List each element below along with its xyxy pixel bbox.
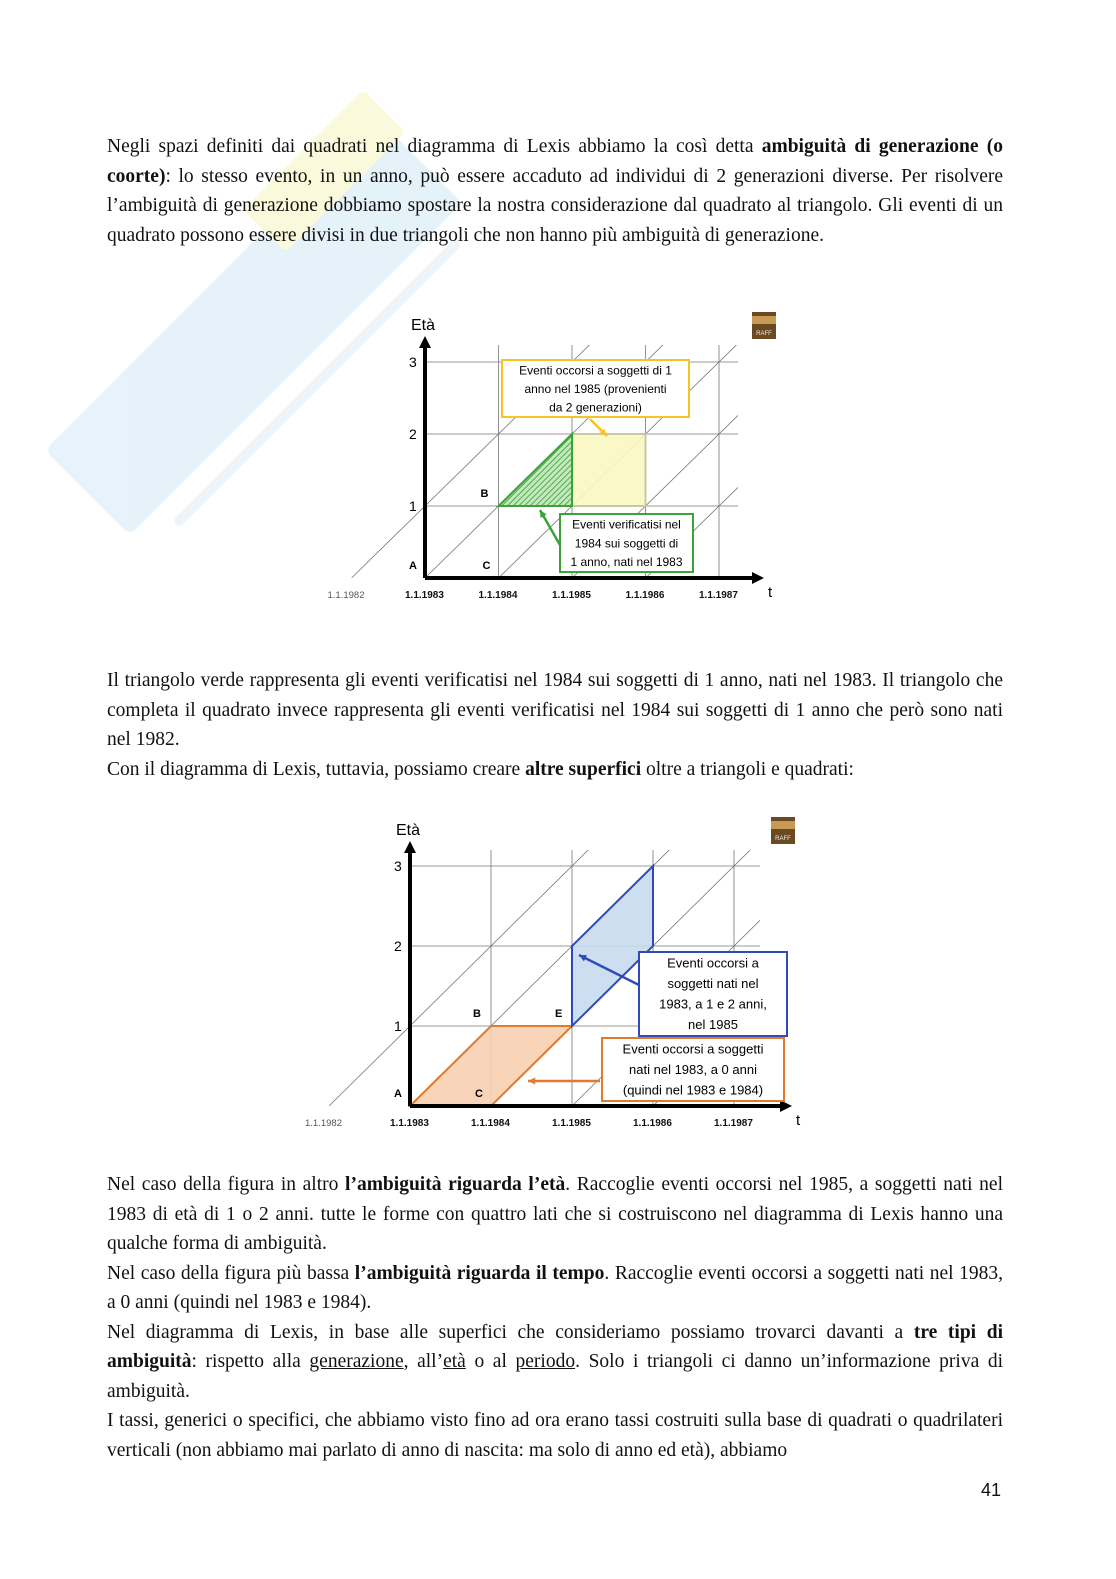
watermark-tagline-stroke: [174, 240, 461, 526]
x-tick-label: 1.1.1983: [390, 1118, 429, 1129]
blue-callout-text: nel 1985: [688, 1017, 738, 1032]
y-axis-arrow-icon: [404, 841, 416, 853]
paragraph-2: Il triangolo verde rappresenta gli event…: [107, 666, 1003, 784]
x-tick-label: 1.1.1983: [405, 590, 444, 601]
orange-callout-text: (quindi nel 1983 e 1984): [623, 1082, 763, 1097]
yellow-callout-text: Eventi occorsi a soggetti di 1: [519, 363, 672, 377]
y-axis-label: Età: [396, 822, 420, 839]
point-label-a: A: [394, 1088, 402, 1100]
y-tick-label: 1: [409, 498, 417, 514]
green-callout-box: [559, 513, 694, 573]
x-axis-arrow-icon: [780, 1100, 792, 1112]
watermark-logo-accent: [245, 92, 404, 250]
paragraph-6: Nel diagramma di Lexis, in base alle sup…: [107, 1321, 1004, 1402]
watermark-logo-shape: [48, 92, 461, 532]
point-label-a: A: [409, 560, 417, 572]
point-label-b: B: [481, 488, 489, 500]
lexis-diagram-2: Età t 1 2 3 1.1.1982 1.1.1983 1.1.1984 1.1.1985 1…: [305, 817, 801, 1129]
orange-callout-text: nati nel 1983, a 0 anni: [629, 1062, 757, 1077]
blue-callout-text: Eventi occorsi a: [667, 955, 760, 970]
x-tick-label: 1.1.1982: [328, 590, 365, 601]
green-callout-arrowhead-icon: [540, 510, 547, 518]
lifeline: [645, 486, 738, 578]
blue-callout-box: [638, 951, 788, 1037]
yellow-callout-arrowhead-icon: [599, 428, 607, 436]
publisher-logo-text: RAFF: [756, 331, 772, 337]
green-callout-text: 1 anno, nati nel 1983: [570, 555, 682, 569]
yellow-callout-text: anno nel 1985 (provenienti: [524, 382, 666, 396]
x-tick-label: 1.1.1984: [471, 1118, 510, 1129]
yellow-callout-box: [501, 359, 690, 418]
x-tick-label: 1.1.1986: [633, 1118, 672, 1129]
blue-parallelogram: [571, 863, 654, 1029]
watermark-logo: [48, 92, 461, 532]
x-tick-label: 1.1.1986: [626, 590, 665, 601]
green-callout-text: Eventi verificatisi nel: [572, 517, 681, 531]
point-label-e: E: [555, 1008, 562, 1020]
paragraph-4: Nel caso della figura in altro l’ambigui…: [107, 1170, 1003, 1465]
paragraph-3: Con il diagramma di Lexis, tuttavia, pos…: [107, 758, 854, 780]
green-callout-text: 1984 sui soggetti di: [575, 536, 678, 550]
y-tick-label: 2: [409, 426, 417, 442]
x-tick-label: 1.1.1984: [479, 590, 518, 601]
paragraph-7: I tassi, generici o specifici, che abbia…: [107, 1410, 1003, 1461]
x-tick-label: 1.1.1987: [699, 590, 738, 601]
lexis-diagram-1: Età t 1 2 3 1.1.1982 1.1.1983 1.1.1984 1.1.1985 1…: [328, 312, 776, 601]
publisher-logo-band: [752, 316, 776, 324]
point-label-c: C: [483, 560, 491, 572]
lifeline: [329, 850, 589, 1106]
y-tick-label: 3: [409, 354, 417, 370]
orange-callout-arrowhead-icon: [528, 1077, 536, 1085]
paragraph-1: Negli spazi definiti dai quadrati nel di…: [107, 136, 1003, 246]
blue-callout-text: 1983, a 1 e 2 anni,: [659, 996, 767, 1011]
y-axis-label: Età: [411, 317, 435, 334]
paragraph-5: Nel caso della figura più bassa l’ambigu…: [107, 1262, 1004, 1314]
x-axis-label: t: [796, 1112, 801, 1129]
y-axis-arrow-icon: [419, 336, 431, 348]
x-axis-label: t: [768, 584, 773, 601]
orange-callout-text: Eventi occorsi a soggetti: [623, 1041, 764, 1056]
watermark-logo-band: [48, 121, 459, 532]
point-label-c: C: [475, 1088, 483, 1100]
y-tick-label: 1: [394, 1018, 402, 1034]
orange-parallelogram: [407, 1025, 575, 1107]
x-tick-label: 1.1.1985: [552, 1118, 591, 1129]
yellow-square: [571, 433, 647, 507]
y-tick-label: 3: [394, 858, 402, 874]
yellow-callout-text: da 2 generazioni): [549, 400, 642, 414]
publisher-logo-band: [771, 821, 795, 829]
x-axis-arrow-icon: [752, 572, 764, 584]
x-tick-label: 1.1.1985: [552, 590, 591, 601]
point-label-b: B: [473, 1008, 481, 1020]
x-tick-label: 1.1.1987: [714, 1118, 753, 1129]
orange-callout-box: [601, 1037, 785, 1102]
publisher-logo-text: RAFF: [775, 836, 791, 842]
blue-callout-arrow: [578, 953, 640, 987]
x-tick-label: 1.1.1982: [305, 1118, 342, 1129]
blue-callout-arrowhead-icon: [579, 955, 587, 962]
blue-callout-text: soggetti nati nel: [667, 976, 758, 991]
green-triangle: [496, 431, 573, 507]
y-tick-label: 2: [394, 938, 402, 954]
page-number: 41: [981, 1480, 1002, 1500]
lifeline: [351, 345, 590, 578]
